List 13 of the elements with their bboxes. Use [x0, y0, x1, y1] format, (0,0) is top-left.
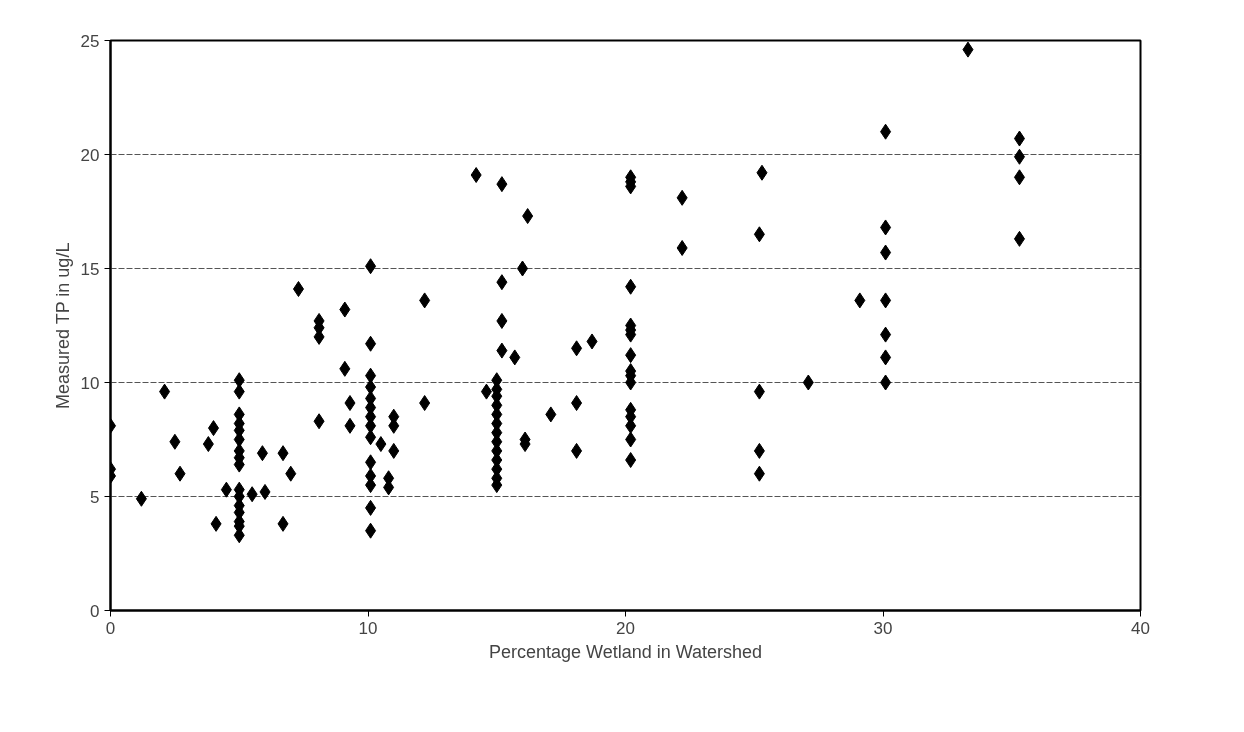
y-tick-label: 20 [80, 145, 100, 165]
y-tick-label: 10 [80, 373, 100, 393]
y-axis-title: Measured TP in ug/L [52, 242, 73, 410]
y-tick-label: 15 [80, 259, 100, 279]
x-tick-label: 10 [358, 618, 378, 638]
y-tick-label: 5 [90, 487, 100, 507]
x-axis-title: Percentage Wetland in Watershed [488, 641, 763, 662]
x-tick-label: 0 [105, 618, 116, 638]
x-tick-label: 30 [873, 618, 893, 638]
y-tick-label: 0 [90, 601, 100, 621]
x-tick-label: 40 [1131, 618, 1150, 638]
x-tick-label: 20 [616, 618, 635, 638]
y-tick-label: 25 [80, 31, 100, 51]
